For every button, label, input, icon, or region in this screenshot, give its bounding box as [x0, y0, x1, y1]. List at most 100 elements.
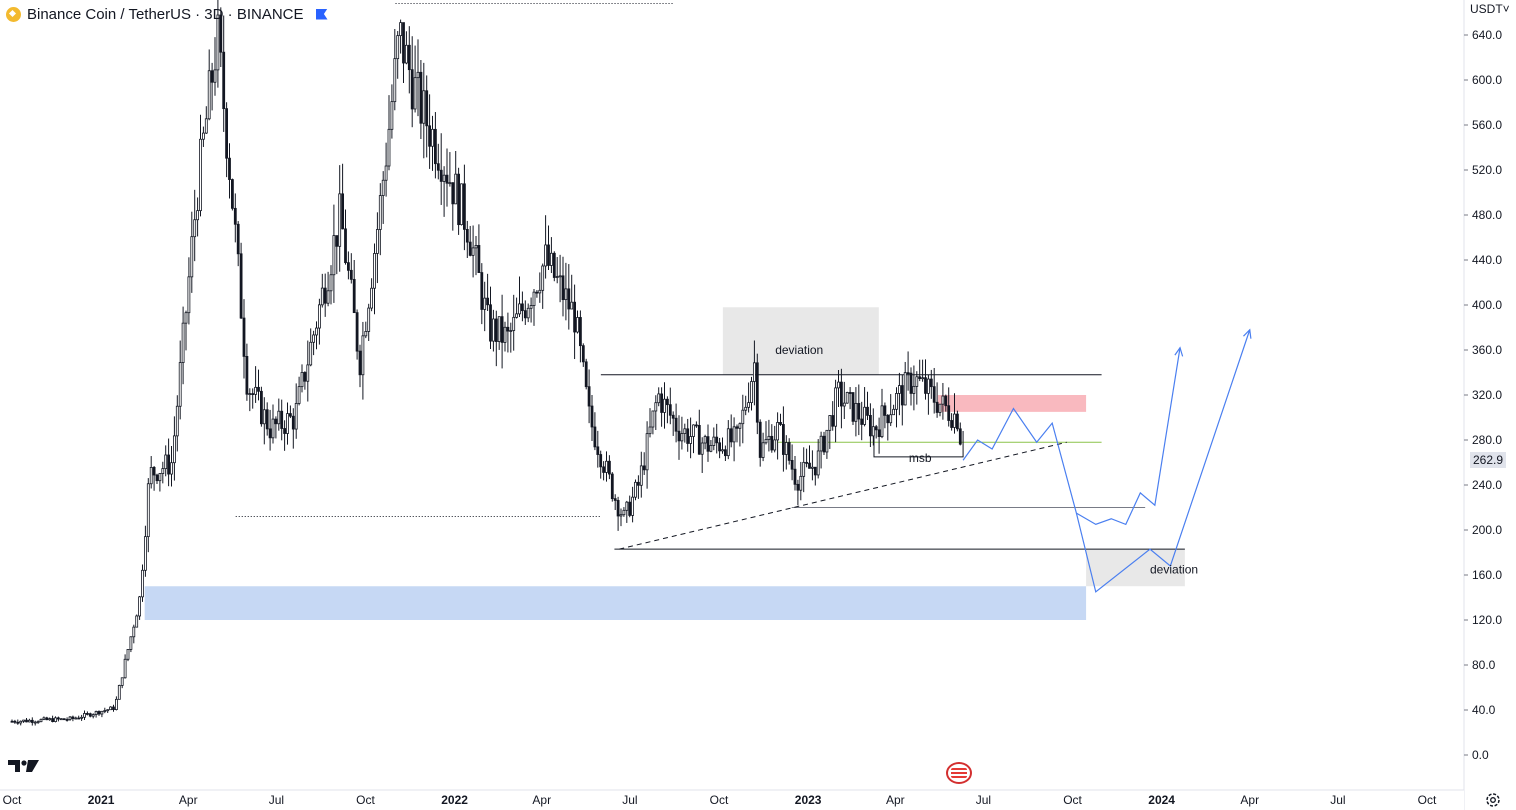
candle-body: [900, 385, 904, 406]
time-tick-label: 2022: [441, 793, 468, 807]
currency-select[interactable]: USDT˅: [1470, 2, 1510, 16]
candle-body: [700, 442, 704, 455]
candle-body: [639, 465, 643, 486]
price-tick-label: 80.0: [1472, 658, 1496, 672]
candle-body: [161, 468, 165, 474]
candle-body: [370, 287, 374, 309]
candle-body: [924, 377, 927, 394]
candle-body: [784, 442, 788, 455]
candle-body: [39, 718, 43, 723]
candle-body: [735, 426, 739, 429]
candle-body: [16, 721, 20, 724]
candle-body: [927, 378, 930, 394]
tradingview-logo-icon[interactable]: [8, 758, 40, 774]
candle-body: [738, 423, 742, 429]
candle-body: [671, 414, 675, 419]
candle-body: [315, 327, 318, 336]
candle-body: [274, 418, 278, 425]
price-tick-label: 640.0: [1472, 28, 1502, 42]
candle-body: [668, 404, 672, 416]
candle-body: [94, 711, 98, 715]
candle-body: [837, 381, 840, 389]
projection-arrowhead: [1174, 346, 1184, 357]
candle-body: [436, 163, 440, 171]
bnb-coin-icon: [6, 6, 21, 22]
candle-body: [816, 450, 820, 476]
candle-body: [48, 718, 52, 721]
candle-body: [338, 193, 342, 247]
candle-body: [494, 318, 498, 342]
candle-body: [294, 403, 298, 430]
candle-body: [726, 428, 730, 457]
candle-body: [616, 500, 620, 517]
candle-body: [561, 275, 565, 301]
candle-body: [80, 716, 83, 719]
candle-body: [744, 406, 748, 411]
candle-body: [233, 207, 237, 225]
candle-body: [866, 406, 869, 416]
candle-body: [387, 128, 391, 167]
deviation-zone: [722, 307, 879, 375]
candle-body: [892, 408, 895, 416]
candle-body: [538, 289, 542, 294]
projection-path: [962, 347, 1181, 526]
projection-arrowhead: [1243, 328, 1252, 339]
candle-body: [854, 402, 858, 422]
candle-body: [903, 372, 907, 406]
candle-body: [91, 714, 95, 717]
demand-zone: [144, 586, 1087, 620]
price-tick-label: 200.0: [1472, 523, 1502, 537]
candle-body: [135, 615, 139, 628]
time-tick-label: Oct: [1418, 793, 1437, 807]
candle-body: [610, 473, 614, 500]
candle-body: [251, 393, 255, 396]
price-tick-label: 320.0: [1472, 388, 1502, 402]
price-axis[interactable]: 640.0 600.0 560.0 520.0 480.0 440.0 400.0 360.0…: [1463, 0, 1516, 810]
time-axis[interactable]: Oct 2021 Apr Jul Oct 2022 Apr Jul Oct 2023 Apr Jul O…: [0, 789, 1464, 810]
candle-body: [831, 415, 835, 427]
candle-body: [71, 716, 75, 719]
candle-body: [187, 276, 191, 314]
candle-body: [912, 385, 916, 394]
candle-body: [486, 297, 490, 306]
candle-body: [767, 435, 771, 440]
candle-body: [138, 596, 142, 617]
candle-body: [573, 301, 576, 333]
candle-body: [770, 435, 774, 451]
gear-icon[interactable]: [1484, 791, 1502, 809]
candle-body: [599, 454, 603, 468]
candle-body: [683, 428, 687, 434]
candle-body: [303, 372, 307, 382]
candle-body: [819, 435, 823, 452]
msb-label: msb: [909, 451, 932, 465]
candle-body: [622, 509, 626, 516]
candle-body: [790, 459, 794, 470]
candle-body: [468, 241, 472, 256]
candle-body: [637, 481, 640, 486]
candle-body: [181, 322, 185, 363]
candle-body: [74, 717, 78, 720]
candle-body: [550, 252, 553, 266]
candle-body: [413, 77, 417, 110]
last-price-tag: 262.9: [1470, 452, 1506, 468]
candle-body: [944, 395, 948, 407]
price-tick-label: 160.0: [1472, 568, 1502, 582]
price-tick-label: 40.0: [1472, 703, 1496, 717]
candle-body: [631, 496, 634, 516]
candle-body: [416, 71, 420, 79]
candle-body: [222, 51, 226, 110]
symbol-header[interactable]: Binance Coin / TetherUS · 3D · BINANCE: [6, 4, 328, 24]
candle-body: [399, 22, 403, 37]
candle-body: [390, 101, 394, 130]
flag-icon[interactable]: [315, 8, 328, 20]
candle-body: [291, 415, 295, 430]
candle-body: [645, 433, 649, 471]
deviation-bottom-label: deviation: [1150, 562, 1198, 576]
candle-body: [97, 711, 101, 715]
candle-body: [300, 372, 304, 388]
candle-body: [793, 468, 797, 485]
time-tick-label: Jul: [976, 793, 991, 807]
us-flag-icon[interactable]: [946, 762, 972, 784]
candle-body: [689, 436, 692, 444]
